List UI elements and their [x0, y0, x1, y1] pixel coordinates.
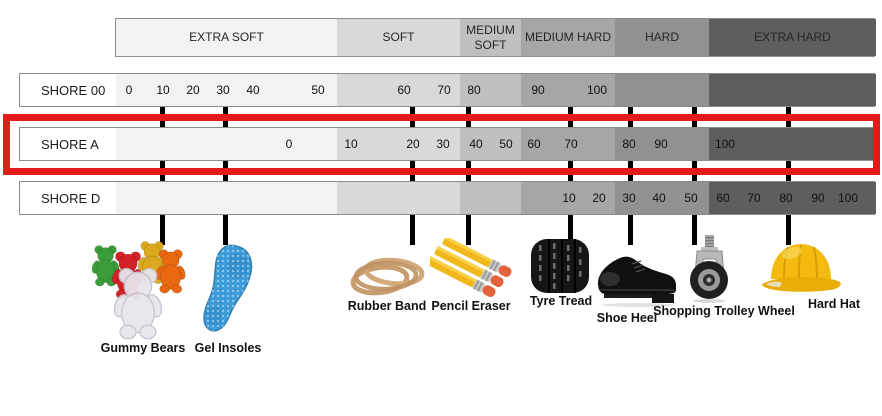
shopping-trolley-wheel-illustration — [690, 235, 728, 303]
shoreA-extra-soft-segment — [116, 128, 337, 160]
scale-mark: 50 — [684, 191, 698, 205]
shore00-medium-soft-segment — [460, 74, 521, 106]
connector-line — [692, 105, 697, 245]
shoreD-medium-soft-segment — [460, 182, 521, 214]
scale-mark: 20 — [406, 137, 420, 151]
scale-mark: 40 — [469, 137, 483, 151]
scale-mark: 30 — [436, 137, 450, 151]
scale-mark: 40 — [652, 191, 666, 205]
scale-mark: 20 — [186, 83, 200, 97]
connector-line — [786, 105, 791, 245]
shoe-heel-label: Shoe Heel — [596, 311, 658, 325]
category-label: MEDIUM HARD — [525, 30, 611, 45]
shoreA-hard-segment — [615, 128, 709, 160]
shoreD-extra-soft-segment — [116, 182, 337, 214]
scale-mark: 10 — [156, 83, 170, 97]
shoreD-soft-segment — [337, 182, 460, 214]
scale-mark: 70 — [437, 83, 451, 97]
shoreA-medium-hard-segment — [521, 128, 615, 160]
scale-mark: 0 — [125, 83, 133, 97]
connector-line — [160, 105, 165, 245]
shore00-extra-hard-segment — [709, 74, 876, 106]
shore-a-row: SHORE A 0 10 20 30 40 50 60 70 80 90 100 — [19, 127, 876, 161]
hard-hat-illustration — [762, 244, 841, 292]
scale-mark: 60 — [397, 83, 411, 97]
shoreD-medium-hard-segment — [521, 182, 615, 214]
scale-mark: 50 — [499, 137, 513, 151]
scale-mark: 80 — [622, 137, 636, 151]
category-extra-soft: EXTRA SOFT — [116, 19, 337, 56]
gummy-bears-illustration — [90, 241, 188, 340]
scale-mark: 20 — [592, 191, 606, 205]
shoreD-extra-hard-segment — [709, 182, 876, 214]
connector-line — [223, 105, 228, 245]
rubber-band-label: Rubber Band — [347, 299, 427, 313]
shore00-extra-soft-segment — [116, 74, 337, 106]
scale-mark: 30 — [216, 83, 230, 97]
gummy-bears-label: Gummy Bears — [100, 341, 186, 355]
scale-mark: 100 — [837, 191, 859, 205]
pencil-eraser-illustration — [430, 238, 514, 298]
connector-line — [568, 105, 573, 245]
shore-a-highlight-box — [3, 114, 880, 175]
hard-hat-label: Hard Hat — [807, 297, 861, 311]
scale-mark: 50 — [311, 83, 325, 97]
scale-mark: 100 — [714, 137, 736, 151]
scale-mark: 0 — [285, 137, 293, 151]
scale-mark: 90 — [654, 137, 668, 151]
category-label: EXTRA HARD — [754, 30, 831, 45]
scale-mark: 90 — [531, 83, 545, 97]
scale-name: SHORE A — [41, 136, 99, 152]
connector-line — [628, 105, 633, 245]
shore00-hard-segment — [615, 74, 709, 106]
rubber-band-illustration — [350, 257, 425, 296]
scale-mark: 70 — [747, 191, 761, 205]
scale-row-label: SHORE A — [20, 128, 116, 160]
scale-mark: 80 — [779, 191, 793, 205]
shoreA-soft-segment — [337, 128, 460, 160]
connector-line — [410, 105, 415, 245]
hardness-category-header: EXTRA SOFT SOFT MEDIUM SOFT MEDIUM HARD … — [115, 18, 876, 57]
category-extra-hard: EXTRA HARD — [709, 19, 876, 56]
scale-mark: 10 — [344, 137, 358, 151]
shore-d-row: SHORE D 10 20 30 40 50 60 70 80 90 100 — [19, 181, 876, 215]
category-label: SOFT — [382, 30, 415, 45]
category-soft: SOFT — [337, 19, 460, 56]
shoe-heel-illustration — [598, 256, 676, 307]
gel-insoles-illustration — [203, 244, 253, 332]
category-medium-soft: MEDIUM SOFT — [460, 19, 521, 56]
tyre-tread-illustration — [531, 239, 589, 293]
connector-line — [466, 105, 471, 245]
category-hard: HARD — [615, 19, 709, 56]
category-medium-hard: MEDIUM HARD — [521, 19, 615, 56]
scale-mark: 70 — [564, 137, 578, 151]
scale-mark: 10 — [562, 191, 576, 205]
shopping-trolley-wheel-label: Shopping Trolley Wheel — [653, 304, 795, 318]
scale-mark: 100 — [586, 83, 608, 97]
shoreA-extra-hard-segment — [709, 128, 876, 160]
scale-name: SHORE D — [41, 190, 101, 206]
scale-mark: 40 — [246, 83, 260, 97]
shore00-soft-segment — [337, 74, 460, 106]
tyre-tread-label: Tyre Tread — [529, 294, 593, 308]
shore00-medium-hard-segment — [521, 74, 615, 106]
scale-mark: 90 — [811, 191, 825, 205]
category-label: HARD — [644, 30, 679, 45]
scale-name: SHORE 00 — [41, 82, 106, 98]
category-label: EXTRA SOFT — [189, 30, 264, 45]
shoreA-medium-soft-segment — [460, 128, 521, 160]
scale-mark: 60 — [527, 137, 541, 151]
pencil-eraser-label: Pencil Eraser — [431, 299, 511, 313]
scale-mark: 30 — [622, 191, 636, 205]
scale-mark: 80 — [467, 83, 481, 97]
shoreD-hard-segment — [615, 182, 709, 214]
scale-row-label: SHORE D — [20, 182, 116, 214]
scale-mark: 60 — [716, 191, 730, 205]
shore-00-row: SHORE 00 0 10 20 30 40 50 60 70 80 90 10… — [19, 73, 876, 107]
gel-insoles-label: Gel Insoles — [194, 341, 262, 355]
scale-row-label: SHORE 00 — [20, 74, 116, 106]
category-label: MEDIUM SOFT — [466, 23, 515, 52]
